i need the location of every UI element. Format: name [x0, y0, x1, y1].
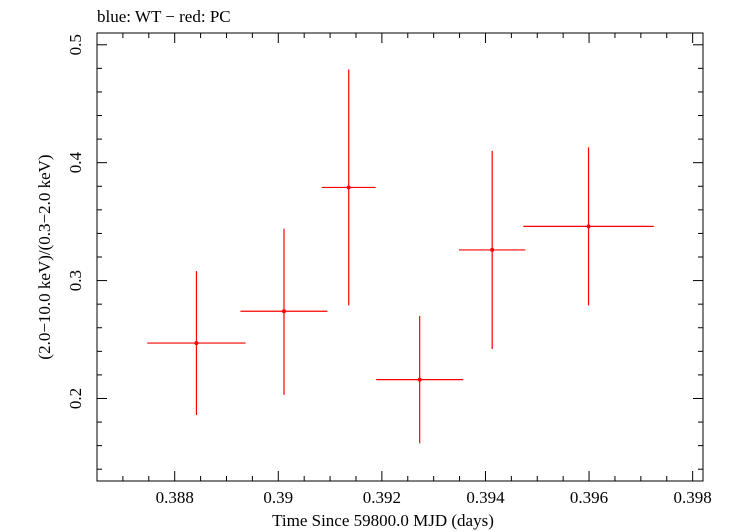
chart-title: blue: WT − red: PC — [97, 7, 231, 26]
x-tick-label: 0.392 — [363, 488, 401, 507]
point-marker — [346, 185, 351, 190]
x-tick-label: 0.398 — [674, 488, 712, 507]
x-tick-label: 0.394 — [466, 488, 505, 507]
data-point — [459, 150, 526, 349]
y-tick-label: 0.5 — [66, 34, 85, 55]
point-marker — [490, 247, 495, 252]
point-marker — [417, 377, 422, 382]
data-point — [523, 147, 654, 306]
y-tick-label: 0.2 — [66, 388, 85, 409]
y-axis-ticks: 0.2 0.3 0.4 0.5 — [66, 34, 703, 470]
point-marker — [281, 309, 286, 314]
x-axis-ticks: 0.388 0.39 0.392 0.394 0.396 0.398 — [96, 33, 712, 507]
data-point — [240, 228, 328, 395]
point-marker — [586, 224, 591, 229]
plot-frame — [96, 32, 704, 482]
data-points — [147, 69, 654, 444]
point-marker — [194, 341, 199, 346]
x-axis-label: Time Since 59800.0 MJD (days) — [272, 511, 494, 530]
data-point — [321, 69, 376, 306]
data-point — [376, 315, 464, 444]
x-tick-label: 0.39 — [263, 488, 293, 507]
x-tick-label: 0.388 — [156, 488, 194, 507]
y-tick-label: 0.4 — [66, 152, 85, 174]
y-axis-label: (2.0−10.0 keV)/(0.3−2.0 keV) — [35, 154, 54, 359]
y-tick-label: 0.3 — [66, 270, 85, 291]
data-point — [147, 271, 246, 415]
x-tick-label: 0.396 — [570, 488, 608, 507]
